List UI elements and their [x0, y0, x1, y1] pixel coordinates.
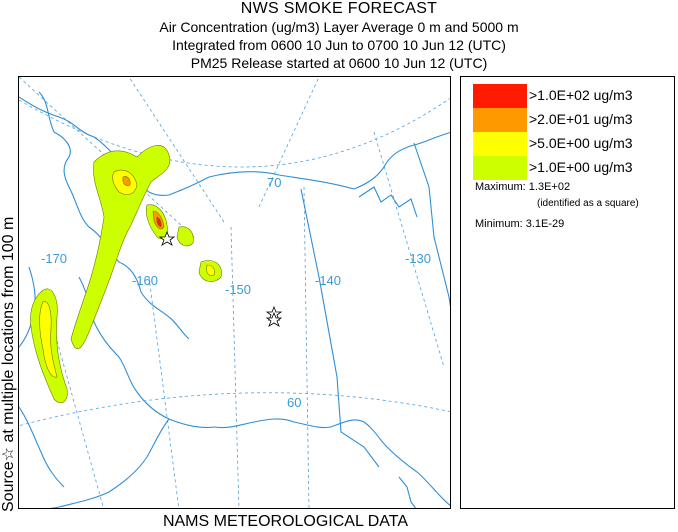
plume-north — [70, 145, 171, 350]
smoke-plumes — [30, 145, 222, 404]
subtitle-integration-period: Integrated from 0600 10 Jun to 0700 10 J… — [172, 37, 506, 53]
meridian-170 — [48, 311, 104, 508]
longitude-label-160: -160 — [132, 273, 158, 288]
plume-east-1 — [176, 226, 194, 247]
gulf-of-alaska-coast — [330, 419, 450, 507]
meridian-north-1 — [128, 77, 225, 223]
meridian-140 — [303, 186, 310, 508]
alaska-peninsula — [49, 418, 170, 508]
latitude-line-70 — [19, 97, 450, 168]
meridian-160 — [148, 276, 180, 508]
west-alaska-coast — [38, 91, 190, 340]
panhandle-coast — [398, 476, 417, 508]
arctic-coast — [19, 96, 450, 196]
source-star-icon — [265, 311, 283, 327]
page-title: NWS SMOKE FORECAST — [240, 0, 438, 17]
legend-minimum: Minimum: 3.1E-29 — [475, 218, 565, 230]
plume-east-2-core — [206, 264, 215, 276]
legend-label-1: >1.0E+00 ug/m3 — [529, 159, 633, 175]
plume-southwest-core — [39, 301, 58, 378]
legend-maximum-note: (identified as a square) — [537, 198, 639, 209]
meridian-130 — [373, 131, 445, 368]
legend-label-100: >1.0E+02 ug/m3 — [529, 87, 633, 103]
longitude-label-150: -150 — [225, 282, 251, 297]
legend-swatch-100 — [473, 84, 527, 108]
longitude-label-140: -140 — [315, 273, 341, 288]
meteorological-data-label: NAMS METEOROLOGICAL DATA — [162, 513, 409, 530]
graticule — [19, 77, 450, 508]
legend-label-5: >5.0E+00 ug/m3 — [529, 135, 633, 151]
plume-central-max — [156, 216, 162, 228]
longitude-label-130: -130 — [405, 251, 431, 266]
plume-north-hotspot — [122, 176, 131, 186]
alaska-canada-border — [300, 188, 380, 468]
source-side-label: Source☆ at multiple locations from 100 m — [0, 216, 17, 512]
legend-label-20: >2.0E+01 ug/m3 — [529, 111, 633, 127]
coastlines — [19, 91, 450, 508]
smoke-map: 70 60 -170 -160 -150 -140 -130 — [19, 77, 450, 508]
graticule-labels: 70 60 -170 -160 -150 -140 -130 — [41, 175, 431, 410]
legend-swatch-5 — [473, 132, 527, 156]
source-markers — [158, 230, 283, 327]
latitude-label-60: 60 — [287, 395, 301, 410]
latitude-label-70: 70 — [267, 175, 281, 190]
longitude-label-170: -170 — [41, 251, 67, 266]
legend-swatch-1 — [473, 156, 527, 180]
legend-swatch-20 — [473, 108, 527, 132]
subtitle-concentration: Air Concentration (ug/m3) Layer Average … — [159, 19, 519, 35]
arctic-islands — [358, 186, 418, 218]
mackenzie-coast — [413, 142, 450, 308]
legend-panel: >1.0E+02 ug/m3 >2.0E+01 ug/m3 >5.0E+00 u… — [460, 76, 675, 509]
legend-maximum: Maximum: 1.3E+02 — [475, 181, 571, 193]
kamchatka-coast — [19, 406, 65, 488]
meridian-150 — [230, 226, 240, 508]
subtitle-release-time: PM25 Release started at 0600 10 Jun 12 (… — [190, 55, 488, 71]
source-star-icon — [158, 230, 176, 246]
map-panel[interactable]: 70 60 -170 -160 -150 -140 -130 — [18, 76, 451, 509]
latitude-line-60 — [19, 392, 450, 427]
